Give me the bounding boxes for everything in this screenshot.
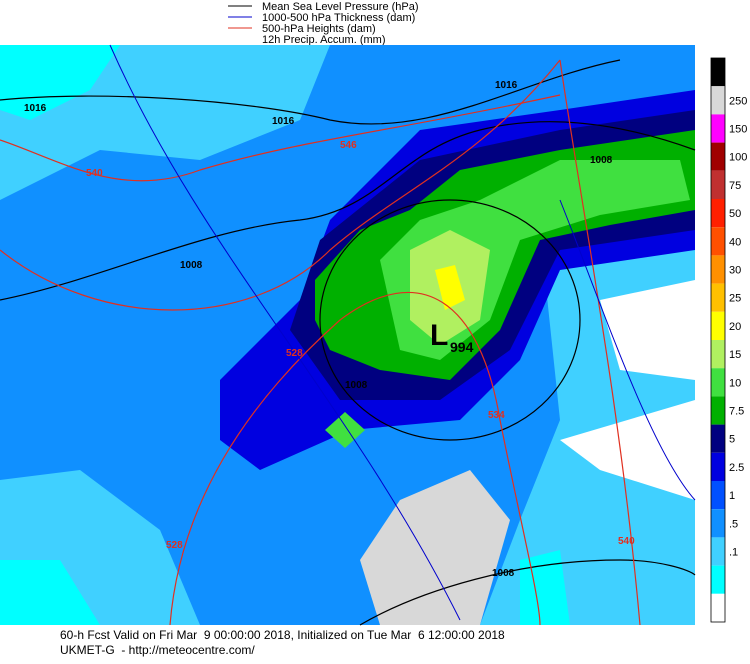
land-dry <box>360 470 510 625</box>
colorbar-label: 15 <box>729 349 741 361</box>
contour-label: 528 <box>166 540 183 551</box>
colorbar-label: 100 <box>729 152 747 164</box>
colorbar: 250 150 100 75 50 40 30 25 20 15 10 7.5 5 2.5 1 .5 .1 <box>710 57 747 623</box>
colorbar-swatch <box>711 593 725 622</box>
contour-label: 1008 <box>492 568 515 579</box>
height-contour <box>559 59 641 626</box>
colorbar-label: 150 <box>729 124 747 136</box>
colorbar-swatch <box>711 452 725 481</box>
colorbar-swatch <box>711 311 725 340</box>
colorbar-label: 250 <box>729 95 747 107</box>
colorbar-swatch <box>711 368 725 397</box>
no-precip <box>600 280 695 380</box>
colorbar-swatch <box>711 227 725 256</box>
thickness-contour <box>559 199 696 501</box>
colorbar-swatch <box>711 424 725 453</box>
colorbar-label: 75 <box>729 180 741 192</box>
precip-area <box>520 550 570 625</box>
colorbar-swatch <box>711 509 725 538</box>
colorbar-label: .5 <box>729 518 738 530</box>
precip-area <box>325 412 365 448</box>
contour-label: 1008 <box>180 260 203 271</box>
colorbar-label: 7.5 <box>729 406 744 418</box>
legend-label: 500-hPa Heights (dam) <box>262 23 376 35</box>
colorbar-label: 10 <box>729 377 741 389</box>
colorbar-label: 30 <box>729 265 741 277</box>
legend-label: Mean Sea Level Pressure (hPa) <box>262 1 419 13</box>
footer-line: 60-h Fcst Valid on Fri Mar 9 00:00:00 20… <box>60 628 505 642</box>
colorbar-frame <box>710 57 726 623</box>
colorbar-label: 1 <box>729 490 735 502</box>
legend: Mean Sea Level Pressure (hPa)1000-500 hP… <box>228 1 419 46</box>
contour-label: 1016 <box>24 103 47 114</box>
colorbar-swatch <box>711 255 725 284</box>
thickness-contour <box>109 44 461 621</box>
precip-area <box>0 560 100 625</box>
colorbar-label: 20 <box>729 321 741 333</box>
isobar <box>0 59 621 125</box>
colorbar-label: 40 <box>729 236 741 248</box>
contour-label: 540 <box>618 536 635 547</box>
no-precip <box>560 400 695 500</box>
colorbar-swatch <box>711 170 725 199</box>
height-contour <box>0 59 561 311</box>
colorbar-swatch <box>711 396 725 425</box>
height-contour <box>0 94 561 182</box>
contour-label: 528 <box>286 348 303 359</box>
colorbar-swatch <box>711 114 725 143</box>
colorbar-swatch <box>711 142 725 171</box>
low-pressure: 994 <box>450 339 474 355</box>
precip-area <box>435 265 465 310</box>
isobar <box>0 121 696 301</box>
contour-label: 1016 <box>495 80 518 91</box>
height-contour <box>169 291 541 626</box>
colorbar-swatch <box>711 340 725 369</box>
colorbar-label: 25 <box>729 293 741 305</box>
colorbar-swatch <box>711 283 725 312</box>
precip-area <box>0 45 120 120</box>
legend-label: 12h Precip. Accum. (mm) <box>262 34 385 46</box>
footer-line: UKMET-G - http://meteocentre.com/ <box>60 643 255 657</box>
colorbar-swatch <box>711 58 725 87</box>
contour-label: 1008 <box>345 380 368 391</box>
map: 1016 1016 1016 540 546 1008 1008 528 100… <box>0 44 696 626</box>
low-symbol: L <box>430 319 448 352</box>
colorbar-label: 2.5 <box>729 462 744 474</box>
colorbar-label: .1 <box>729 547 738 559</box>
colorbar-label: 5 <box>729 434 735 446</box>
legend-label: 1000-500 hPa Thickness (dam) <box>262 12 415 24</box>
contour-label: 546 <box>340 140 357 151</box>
colorbar-swatch <box>711 481 725 510</box>
contour-label: 534 <box>488 410 505 421</box>
contour-label: 1008 <box>590 155 613 166</box>
colorbar-swatch <box>711 199 725 228</box>
contour-label: 540 <box>86 168 103 179</box>
isobar <box>319 199 581 441</box>
colorbar-label: 50 <box>729 208 741 220</box>
colorbar-swatch <box>711 565 725 594</box>
colorbar-swatch <box>711 537 725 566</box>
colorbar-swatch <box>711 86 725 115</box>
isobar <box>359 559 696 626</box>
contour-label: 1016 <box>272 116 295 127</box>
